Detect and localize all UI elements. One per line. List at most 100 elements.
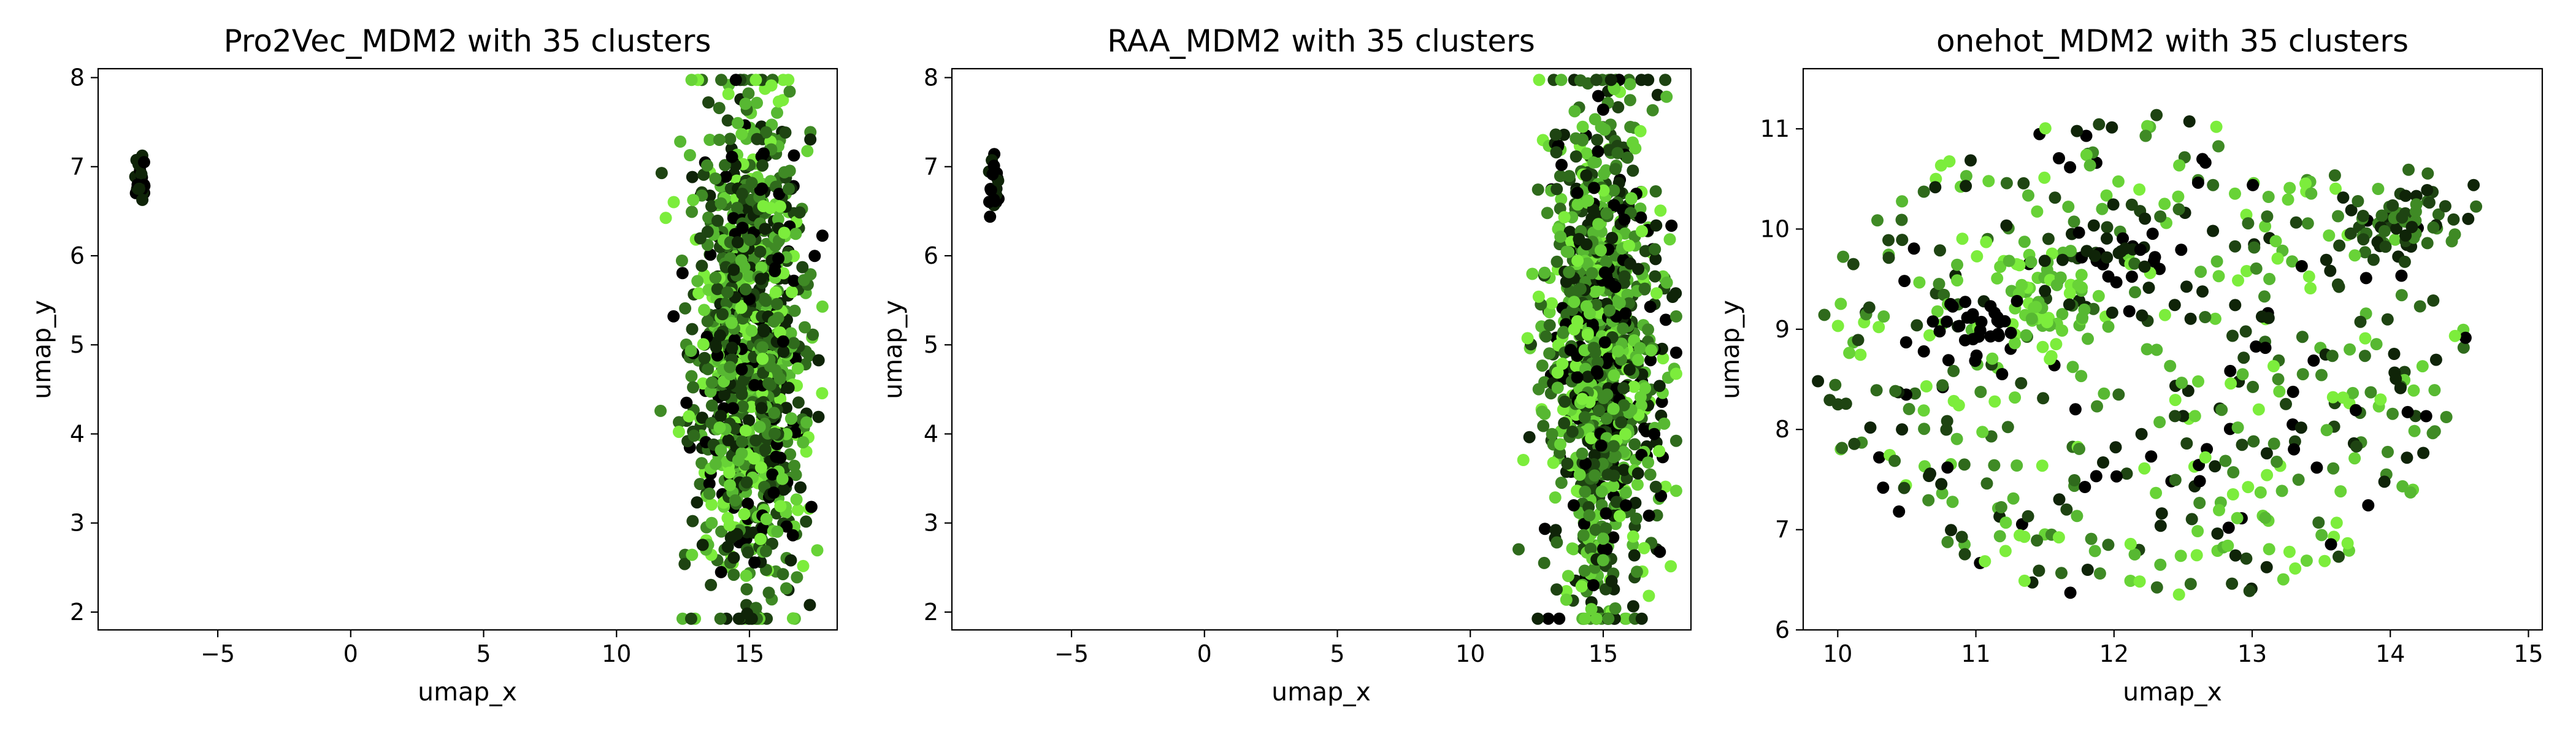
scatter-point	[2011, 459, 2023, 472]
scatter-point	[740, 583, 753, 596]
scatter-point	[1592, 145, 1604, 158]
scatter-point	[1547, 456, 1560, 469]
scatter-point	[1588, 182, 1600, 194]
scatter-point	[1550, 146, 1563, 159]
scatter-point	[711, 214, 724, 227]
scatter-point	[2037, 392, 2050, 405]
scatter-point	[1896, 234, 1909, 247]
y-tick-label: 8	[1775, 416, 1790, 443]
scatter-point	[2457, 341, 2470, 354]
scatter-point	[784, 448, 797, 461]
scatter-point	[691, 496, 703, 509]
scatter-point	[2470, 200, 2483, 213]
scatter-point	[1623, 239, 1636, 252]
scatter-point	[2225, 377, 2237, 390]
scatter-point	[1642, 323, 1654, 336]
scatter-point	[1512, 543, 1525, 556]
scatter-point	[1554, 230, 1567, 243]
scatter-point	[2154, 519, 2167, 532]
scatter-point	[2345, 204, 2358, 217]
scatter-point	[1574, 74, 1587, 87]
scatter-point	[2280, 397, 2292, 410]
scatter-point	[724, 361, 736, 374]
scatter-point	[1543, 347, 1556, 360]
scatter-point	[1574, 283, 1587, 296]
scatter-point	[1911, 319, 1923, 332]
scatter-point	[1946, 300, 1959, 313]
scatter-point	[2060, 503, 2073, 516]
scatter-point	[2190, 549, 2203, 562]
scatter-point	[705, 399, 718, 412]
scatter-point	[2168, 299, 2181, 312]
scatter-point	[2462, 212, 2475, 225]
scatter-point	[2229, 187, 2241, 200]
scatter-point	[771, 525, 784, 538]
y-axis-label: umap_y	[878, 300, 908, 399]
scatter-point	[782, 381, 795, 394]
scatter-point	[701, 315, 714, 328]
scatter-point	[2263, 272, 2276, 285]
scatter-point	[1848, 437, 1861, 450]
x-tick-label: 10	[1455, 640, 1485, 667]
scatter-point	[736, 400, 749, 413]
scatter-points	[983, 74, 1682, 625]
y-tick-label: 5	[70, 331, 85, 358]
scatter-point	[667, 196, 680, 209]
scatter-point	[2036, 459, 2049, 472]
scatter-point	[788, 149, 800, 162]
scatter-point	[770, 450, 783, 463]
scatter-point	[2076, 312, 2089, 324]
scatter-point	[2333, 550, 2345, 563]
scatter-point	[1549, 524, 1562, 537]
scatter-point	[1829, 378, 1842, 391]
scatter-point	[1918, 423, 1931, 435]
scatter-point	[2250, 340, 2263, 353]
scatter-point	[2184, 312, 2197, 325]
scatter-point	[732, 454, 745, 467]
scatter-point	[1578, 564, 1591, 577]
scatter-point	[2288, 443, 2301, 456]
scatter-point	[1538, 266, 1551, 279]
scatter-point	[2150, 343, 2163, 356]
x-tick-label: 14	[2375, 640, 2405, 667]
scatter-point	[709, 172, 722, 185]
scatter-point	[2247, 435, 2260, 448]
scatter-point	[2153, 416, 2166, 429]
scatter-point	[1896, 423, 1909, 436]
scatter-point	[1970, 349, 1983, 362]
scatter-point	[2188, 410, 2201, 423]
scatter-point	[1922, 494, 1935, 507]
scatter-point	[739, 424, 752, 437]
chart-title: onehot_MDM2 with 35 clusters	[1936, 23, 2409, 59]
scatter-point	[1612, 101, 1625, 113]
scatter-point	[2195, 266, 2207, 278]
scatter-point	[1635, 211, 1647, 224]
scatter-point	[1995, 501, 2007, 513]
scatter-point	[1950, 432, 1963, 445]
scatter-point	[1592, 218, 1605, 231]
scatter-point	[1623, 94, 1636, 107]
x-tick-label: 5	[1330, 640, 1344, 667]
scatter-point	[780, 402, 792, 415]
scatter-point	[1617, 381, 1630, 394]
scatter-point	[2133, 183, 2146, 196]
scatter-point	[2056, 253, 2069, 266]
scatter-point	[757, 292, 770, 305]
scatter-point	[1895, 213, 1908, 226]
scatter-point	[1669, 347, 1682, 359]
scatter-point	[756, 341, 769, 354]
plot-area-frame	[97, 67, 838, 631]
scatter-point	[702, 96, 715, 109]
scatter-point	[2141, 120, 2153, 132]
scatter-point	[716, 308, 729, 321]
scatter-point	[735, 128, 748, 140]
scatter-point	[2211, 527, 2224, 540]
scatter-point	[1945, 524, 1957, 537]
scatter-point	[799, 321, 811, 334]
scatter-point	[1934, 244, 1946, 257]
scatter-point	[742, 497, 754, 510]
scatter-point	[784, 327, 797, 340]
scatter-point	[722, 434, 735, 447]
scatter-point	[2075, 269, 2088, 282]
scatter-point	[709, 271, 722, 284]
